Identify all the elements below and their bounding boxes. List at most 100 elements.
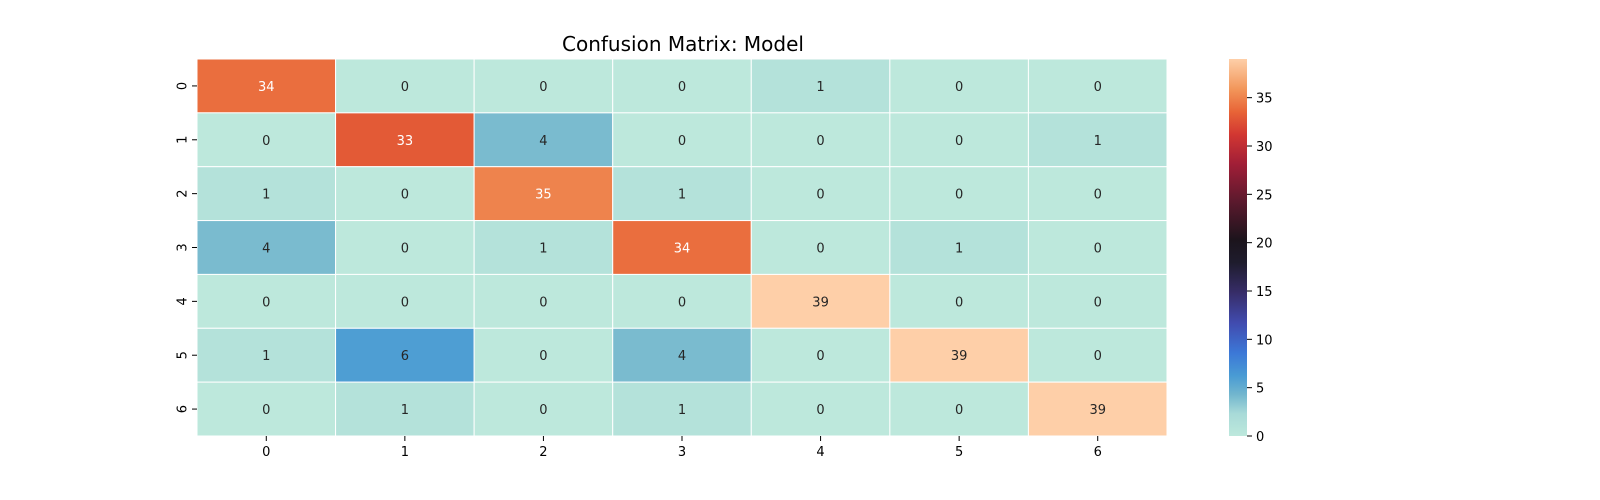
colorbar-tick-label: 5 <box>1256 382 1264 397</box>
heatmap-cell <box>473 166 614 222</box>
cell-value-label: 1 <box>678 188 686 203</box>
cell-value-label: 0 <box>678 134 686 149</box>
cell-value-label: 1 <box>539 242 547 257</box>
cell-value-label: 0 <box>816 403 824 418</box>
heatmap-cell <box>1027 381 1168 437</box>
heatmap-cell <box>335 166 475 222</box>
y-tick-label: 3 <box>176 243 191 251</box>
heatmap-cell <box>889 112 1029 168</box>
colorbar-tick-label: 25 <box>1256 188 1273 203</box>
heatmap-cell <box>1027 166 1168 222</box>
y-tick-label: 0 <box>176 82 191 90</box>
cell-value-label: 39 <box>951 349 968 364</box>
chart-title: Confusion Matrix: Model <box>562 32 804 56</box>
cell-value-label: 1 <box>1094 134 1102 149</box>
cell-value-label: 1 <box>262 188 270 203</box>
colorbar: 0 5 10 15 20 25 30 35 <box>1229 59 1273 445</box>
cell-value-label: 0 <box>955 80 963 95</box>
heatmap-cell <box>1027 273 1168 329</box>
heatmap-cell <box>612 220 752 275</box>
heatmap-cell <box>196 381 337 437</box>
cell-value-label: 1 <box>955 242 963 257</box>
cell-value-label: 0 <box>1094 242 1102 257</box>
heatmap-cell <box>889 58 1029 114</box>
y-tick-label: 6 <box>176 405 191 413</box>
heatmap-cell <box>196 273 337 329</box>
colorbar-tick-label: 30 <box>1256 140 1273 155</box>
x-tick-label: 5 <box>955 445 963 460</box>
y-tick-label: 5 <box>176 351 191 359</box>
colorbar-tick-label: 10 <box>1256 333 1273 348</box>
cell-value-label: 34 <box>258 80 275 95</box>
cell-value-label: 39 <box>812 295 829 310</box>
x-tick-label: 4 <box>816 445 824 460</box>
x-tick-label: 3 <box>678 445 686 460</box>
heatmap-cell <box>750 381 891 437</box>
heatmap-cell <box>1027 220 1168 275</box>
cell-value-label: 4 <box>539 134 547 149</box>
heatmap-cell <box>196 327 337 383</box>
heatmap-cell <box>473 273 614 329</box>
cell-value-label: 0 <box>539 295 547 310</box>
cell-value-label: 1 <box>678 403 686 418</box>
cell-value-label: 0 <box>539 349 547 364</box>
cell-value-label: 35 <box>535 188 552 203</box>
heatmap-cell <box>1027 327 1168 383</box>
cell-value-label: 33 <box>397 134 414 149</box>
colorbar-tick-label: 20 <box>1256 237 1273 252</box>
x-tick-label: 0 <box>262 445 270 460</box>
y-tick-label: 2 <box>176 190 191 198</box>
x-tick-label: 1 <box>401 445 409 460</box>
cell-value-label: 4 <box>262 242 270 257</box>
heatmap-cell <box>473 112 614 168</box>
cell-value-label: 0 <box>816 134 824 149</box>
cell-value-label: 0 <box>262 134 270 149</box>
cell-value-label: 4 <box>678 349 686 364</box>
heatmap-cell <box>612 58 752 114</box>
heatmap-cells: 34 0 0 0 1 0 0 0 33 4 0 0 0 1 1 0 35 1 0 0 0 4 0 1 34 0 1 0 0 0 0 0 39 0 0… <box>196 58 1168 437</box>
cell-value-label: 0 <box>678 80 686 95</box>
cell-value-label: 0 <box>678 295 686 310</box>
heatmap-cell <box>335 220 475 275</box>
heatmap-cell <box>889 166 1029 222</box>
heatmap-cell <box>196 58 337 114</box>
colorbar-gradient <box>1229 59 1247 436</box>
cell-value-label: 0 <box>816 349 824 364</box>
colorbar-tick-label: 35 <box>1256 92 1273 107</box>
x-axis-ticks: 0 1 2 3 4 5 6 <box>262 436 1102 460</box>
heatmap-cell <box>612 166 752 222</box>
cell-value-label: 34 <box>674 242 691 257</box>
cell-value-label: 0 <box>955 134 963 149</box>
cell-value-label: 0 <box>1094 188 1102 203</box>
cell-value-label: 0 <box>955 188 963 203</box>
cell-value-label: 1 <box>401 403 409 418</box>
heatmap-cell <box>1027 112 1168 168</box>
cell-value-label: 0 <box>401 80 409 95</box>
y-tick-label: 4 <box>176 297 191 305</box>
heatmap-cell <box>473 58 614 114</box>
cell-value-label: 1 <box>816 80 824 95</box>
heatmap-cell <box>750 112 891 168</box>
heatmap-cell <box>335 58 475 114</box>
cell-value-label: 0 <box>816 188 824 203</box>
cell-value-label: 0 <box>539 403 547 418</box>
y-axis-ticks: 0 1 2 3 4 5 6 <box>176 82 197 413</box>
cell-value-label: 6 <box>401 349 409 364</box>
cell-value-label: 0 <box>262 403 270 418</box>
cell-value-label: 0 <box>1094 80 1102 95</box>
heatmap-cell <box>473 327 614 383</box>
cell-value-label: 0 <box>1094 295 1102 310</box>
colorbar-tick-label: 0 <box>1256 430 1264 445</box>
y-tick-label: 1 <box>176 136 191 144</box>
x-tick-label: 6 <box>1094 445 1102 460</box>
cell-value-label: 0 <box>816 242 824 257</box>
colorbar-tick-label: 15 <box>1256 285 1273 300</box>
heatmap-cell <box>473 381 614 437</box>
cell-value-label: 0 <box>955 295 963 310</box>
cell-value-label: 0 <box>539 80 547 95</box>
heatmap-cell <box>889 220 1029 275</box>
cell-value-label: 0 <box>401 295 409 310</box>
cell-value-label: 1 <box>262 349 270 364</box>
